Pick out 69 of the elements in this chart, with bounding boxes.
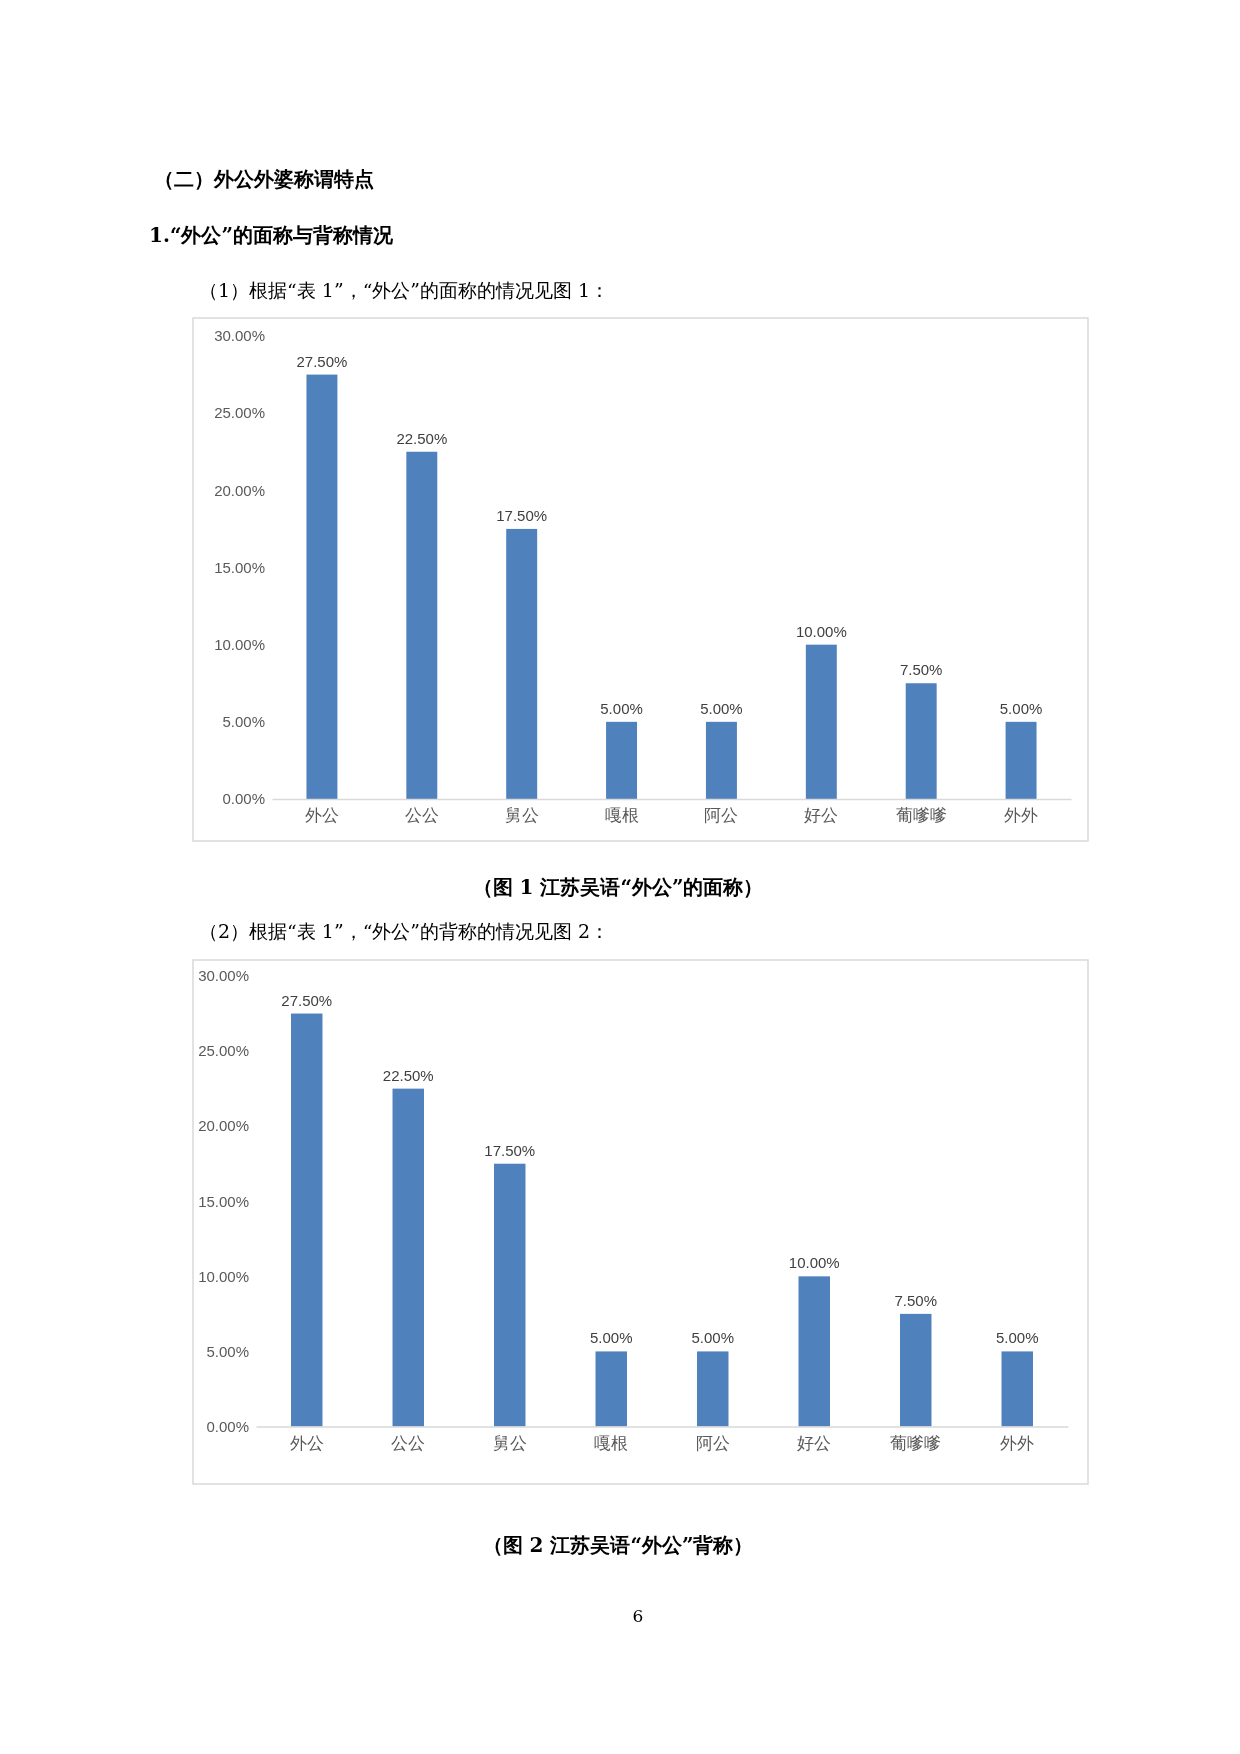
data-label: 5.00%: [600, 699, 643, 717]
data-label: 5.00%: [999, 699, 1043, 717]
x-tick-label: 外外: [1004, 806, 1039, 826]
x-tick-label: 嘎根: [594, 1433, 629, 1453]
x-tick-label: 舅公: [504, 806, 539, 826]
x-tick-label: 外公: [304, 806, 339, 826]
x-tick-label: 阿公: [695, 1433, 730, 1453]
bar: [905, 683, 937, 799]
text: （1）根据“表 1”，“外公”的面称的情况见图 1：: [199, 279, 610, 301]
data-label: 7.50%: [894, 1291, 938, 1309]
bar: [306, 374, 338, 799]
y-tick-label: 15.00%: [214, 558, 265, 576]
data-label: 22.50%: [382, 1066, 434, 1084]
bar: [1005, 721, 1037, 799]
y-tick-label: 30.00%: [214, 327, 265, 345]
y-tick-label: 30.00%: [198, 967, 249, 985]
x-tick-label: 舅公: [492, 1433, 527, 1453]
y-tick-label: 15.00%: [198, 1192, 249, 1210]
y-tick-label: 5.00%: [206, 1342, 249, 1360]
bar: [406, 451, 438, 799]
y-tick-label: 20.00%: [198, 1117, 249, 1135]
x-tick-label: 外公: [289, 1433, 324, 1453]
bar: [1001, 1351, 1033, 1427]
data-label: 7.50%: [899, 661, 943, 679]
data-label: 22.50%: [396, 429, 448, 447]
x-tick-label: 葡嗲嗲: [890, 1433, 942, 1453]
x-tick-label: 好公: [804, 806, 839, 826]
bar: [506, 528, 538, 799]
data-label: 17.50%: [496, 506, 548, 524]
bar: [291, 1013, 323, 1427]
y-tick-label: 25.00%: [214, 404, 265, 422]
data-label: 10.00%: [795, 622, 847, 640]
x-tick-label: 葡嗲嗲: [895, 806, 947, 826]
bar: [606, 721, 638, 799]
x-tick-label: 好公: [797, 1433, 832, 1453]
bar: [798, 1276, 830, 1427]
text: 6: [632, 1606, 644, 1626]
x-tick-label: 嘎根: [604, 806, 639, 826]
y-tick-label: 25.00%: [198, 1042, 249, 1060]
bar: [697, 1351, 729, 1427]
bar: [595, 1351, 627, 1427]
x-tick-label: 外外: [1000, 1433, 1035, 1453]
x-tick-label: 阿公: [704, 806, 739, 826]
bar: [705, 721, 737, 799]
y-tick-label: 5.00%: [222, 713, 265, 731]
data-label: 10.00%: [788, 1254, 840, 1272]
text: （2）根据“表 1”，“外公”的背称的情况见图 2：: [199, 920, 610, 942]
y-tick-label: 0.00%: [222, 790, 265, 808]
bar: [805, 644, 837, 799]
y-tick-label: 20.00%: [214, 481, 265, 499]
y-tick-label: 10.00%: [198, 1267, 249, 1285]
bar: [392, 1088, 424, 1427]
data-label: 17.50%: [484, 1141, 536, 1159]
text: （二）外公外婆称谓特点: [154, 167, 374, 191]
data-label: 5.00%: [995, 1329, 1039, 1347]
x-tick-label: 公公: [404, 806, 439, 826]
text: （图 2 江苏吴语“外公”背称）: [482, 1533, 754, 1557]
data-label: 27.50%: [281, 991, 333, 1009]
y-tick-label: 10.00%: [214, 635, 265, 653]
data-label: 5.00%: [589, 1329, 633, 1347]
x-tick-label: 公公: [391, 1433, 426, 1453]
bar: [494, 1163, 526, 1427]
bar: [900, 1313, 932, 1427]
y-tick-label: 0.00%: [206, 1417, 249, 1435]
data-label: 5.00%: [700, 699, 743, 717]
text: （图 1 江苏吴语“外公”的面称）: [472, 875, 764, 899]
data-label: 5.00%: [691, 1329, 735, 1347]
data-label: 27.50%: [296, 352, 348, 370]
text: 1.“外公”的面称与背称情况: [149, 223, 394, 247]
